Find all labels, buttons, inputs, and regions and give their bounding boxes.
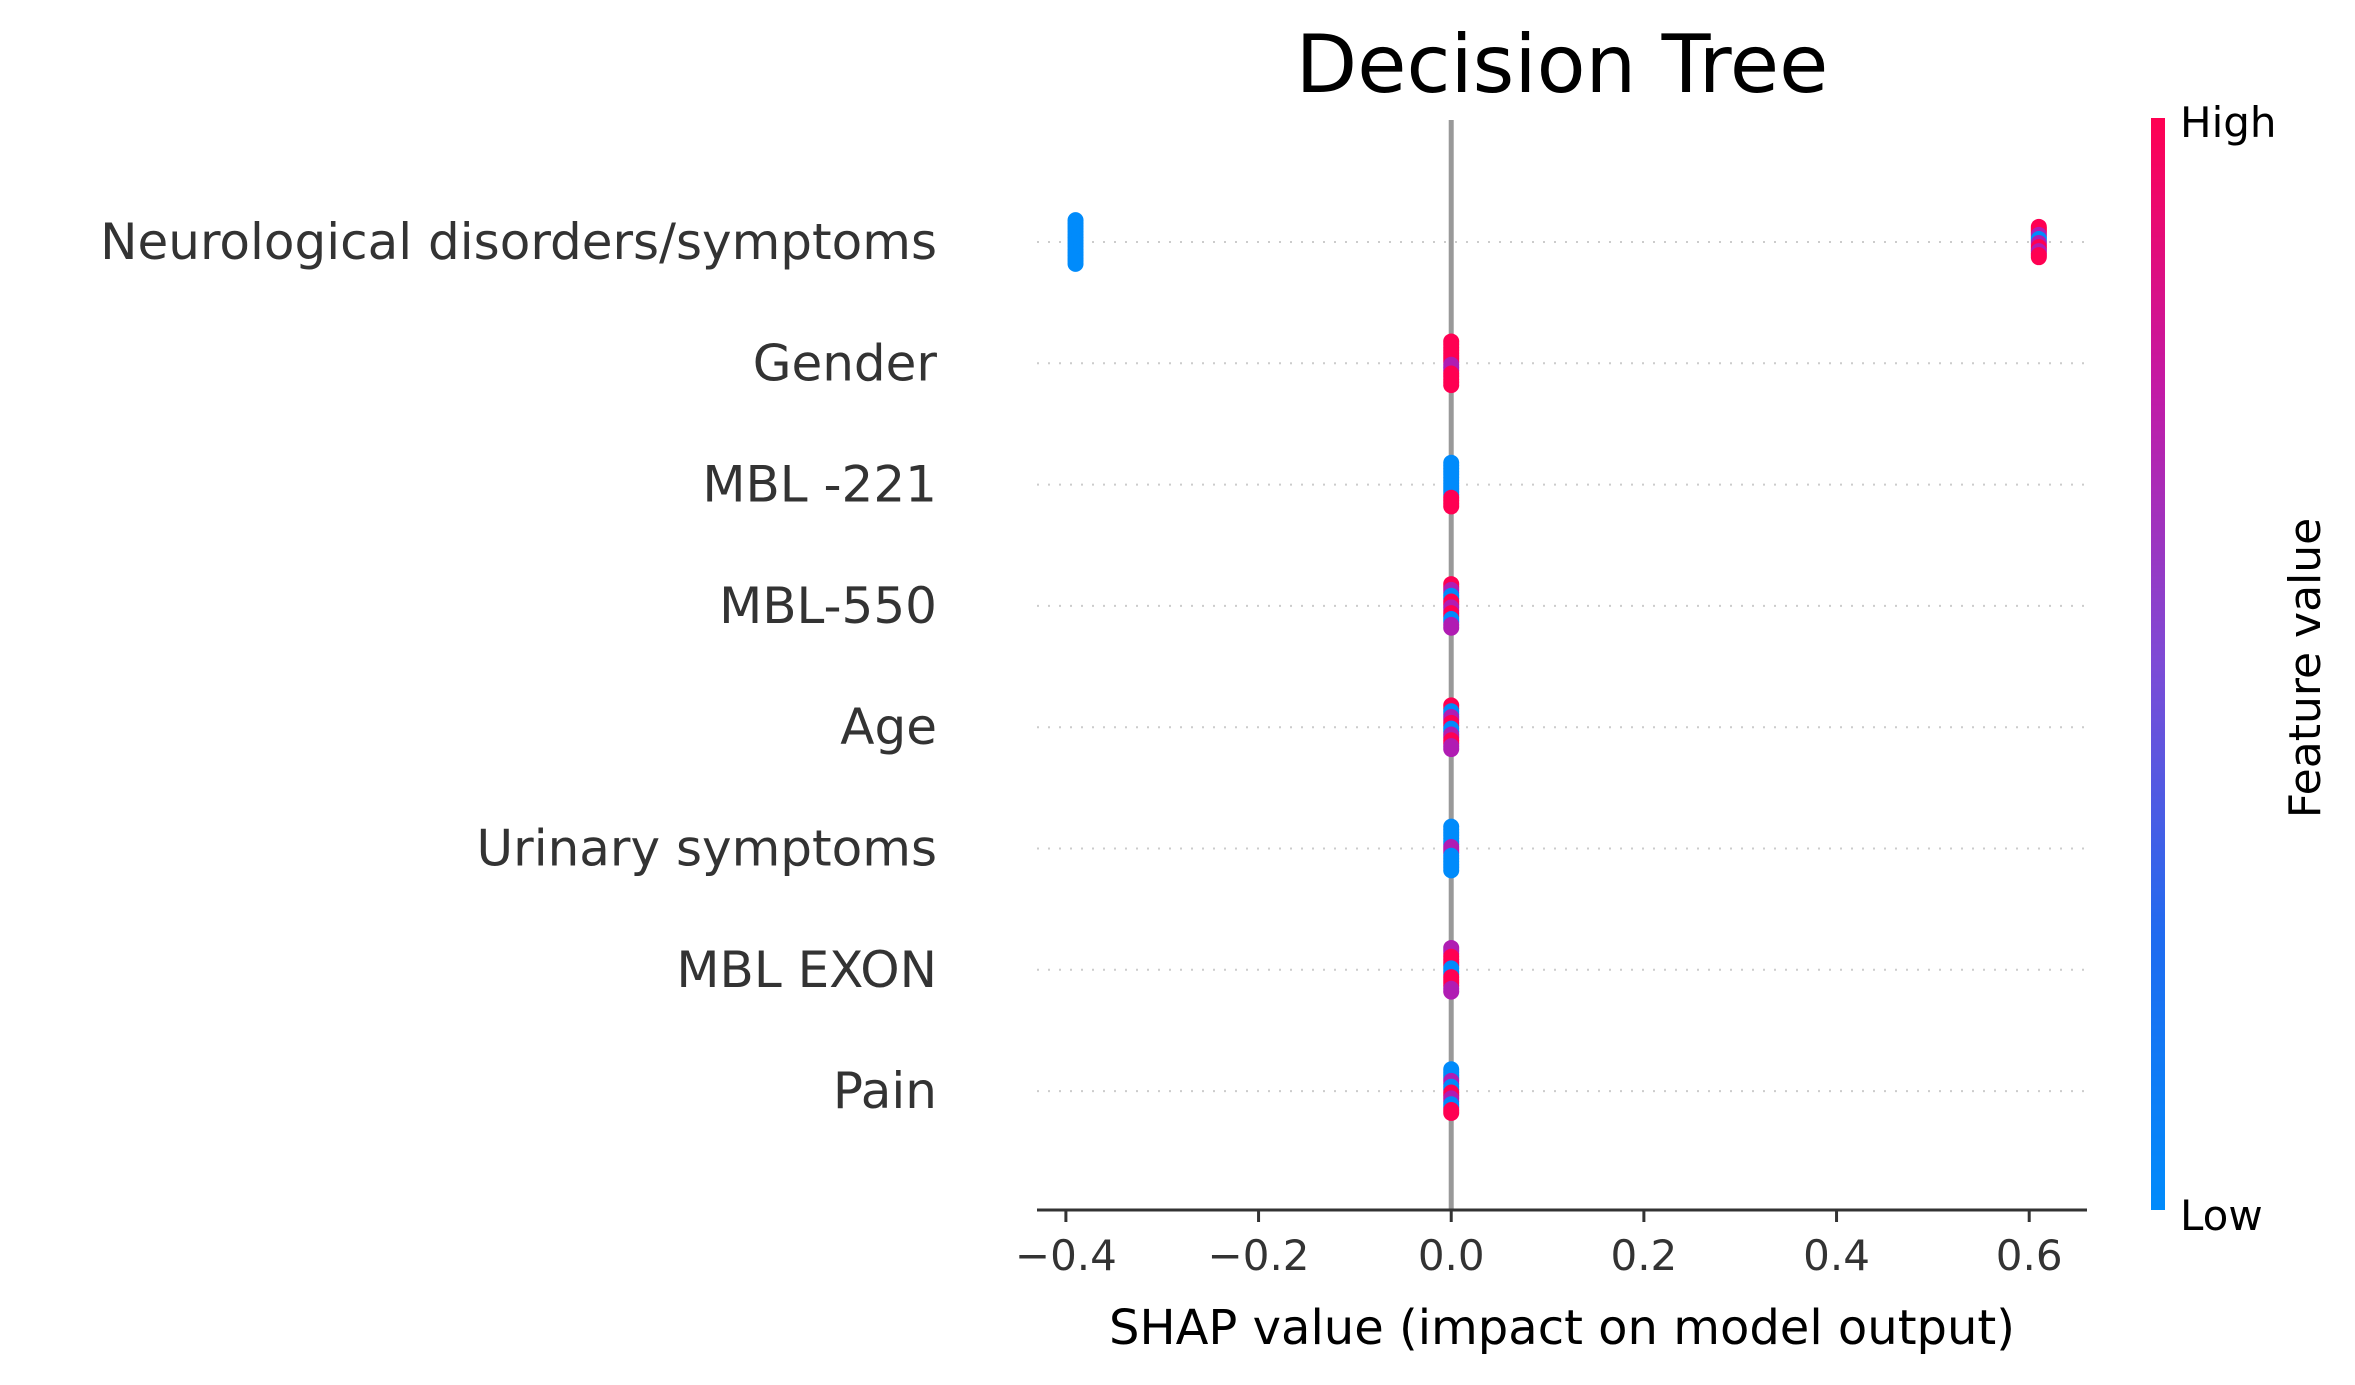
chart-title: Decision Tree [1296, 18, 1829, 111]
x-tick-label: 0.0 [1418, 1231, 1485, 1280]
data-point [1443, 1104, 1460, 1121]
data-point [1443, 498, 1460, 515]
feature-label: Pain [833, 1062, 937, 1120]
data-point [2030, 249, 2047, 266]
x-tick-label: −0.2 [1208, 1231, 1310, 1280]
feature-label: Gender [753, 334, 938, 392]
data-point [1443, 862, 1460, 879]
colorbar-title: Feature value [2280, 518, 2331, 818]
feature-labels: Neurological disorders/symptoms Gender MBL… [100, 213, 937, 1120]
x-tick-label: 0.2 [1610, 1231, 1677, 1280]
data-point [1443, 619, 1460, 636]
feature-label: MBL EXON [676, 941, 937, 999]
x-axis-label: SHAP value (impact on model output) [1109, 1300, 2015, 1356]
feature-label: Neurological disorders/symptoms [100, 213, 937, 271]
data-point [1067, 255, 1084, 272]
data-points [1067, 212, 2047, 1121]
feature-label: Urinary symptoms [477, 820, 937, 878]
feature-label: Age [840, 698, 937, 756]
x-axis: −0.4 −0.2 0.0 0.2 0.4 0.6 SHAP value (impact … [1015, 1208, 2087, 1356]
colorbar-low-label: Low [2180, 1191, 2263, 1240]
x-ticks: −0.4 −0.2 0.0 0.2 0.4 0.6 [1015, 1210, 2063, 1280]
colorbar-gradient [2151, 118, 2165, 1210]
colorbar: High Low Feature value [2151, 98, 2331, 1240]
feature-label: MBL -221 [702, 456, 937, 514]
x-tick-label: 0.6 [1996, 1231, 2063, 1280]
x-tick-label: 0.4 [1803, 1231, 1870, 1280]
data-point [1443, 741, 1460, 758]
feature-label: MBL-550 [719, 577, 937, 635]
data-point [1443, 983, 1460, 1000]
x-tick-label: −0.4 [1015, 1231, 1117, 1280]
colorbar-high-label: High [2180, 98, 2277, 147]
gridlines [1037, 241, 2087, 1093]
data-point [1443, 377, 1460, 394]
